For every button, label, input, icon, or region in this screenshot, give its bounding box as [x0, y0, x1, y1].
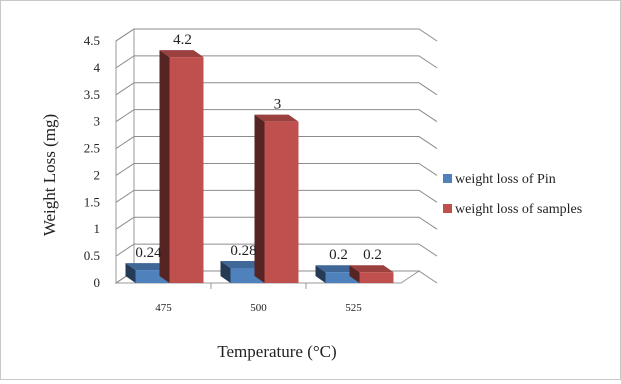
gridline	[115, 28, 438, 42]
data-label: 0.28	[230, 243, 256, 259]
x-tick-label: 475	[155, 302, 172, 314]
y-tick-label: 0.5	[84, 248, 100, 263]
legend-label: weight loss of samples	[455, 202, 582, 217]
legend-swatch	[443, 204, 452, 213]
y-tick-label: 2	[94, 167, 101, 182]
data-label: 0.24	[135, 245, 162, 261]
x-tick-label: 500	[250, 302, 267, 314]
bar-samples-475	[159, 50, 204, 284]
legend-item: weight loss of samples	[443, 202, 582, 217]
bar-samples-500	[254, 114, 299, 284]
data-labels: 0.24 4.2 0.28 3 0.2 0.2	[135, 32, 382, 263]
legend-label: weight loss of Pin	[455, 172, 556, 187]
legend-swatch	[443, 174, 452, 183]
y-axis-label: Weight Loss (mg)	[40, 114, 59, 236]
bar-pin-525	[315, 265, 360, 283]
data-label: 0.2	[329, 247, 348, 263]
side-wall	[115, 28, 135, 284]
x-tick-label: 525	[345, 302, 362, 314]
y-tick-label: 1	[94, 221, 101, 236]
y-tick-label: 3	[94, 114, 101, 129]
gridline	[115, 55, 438, 69]
y-tick-label: 4.5	[84, 33, 100, 48]
data-label: 3	[274, 97, 282, 113]
x-axis-label: Temperature (°C)	[217, 342, 336, 361]
x-axis-ticks: 475 500 525	[155, 302, 362, 314]
y-tick-label: 1.5	[84, 194, 100, 209]
y-tick-label: 3.5	[84, 87, 100, 102]
y-axis-ticks: 0 0.5 1 1.5 2 2.5 3 3.5 4 4.5	[84, 33, 101, 290]
bar-samples-525	[349, 265, 394, 283]
bar-pin-475	[125, 263, 170, 283]
data-label: 4.2	[173, 32, 192, 48]
bars	[125, 50, 394, 284]
y-tick-label: 2.5	[84, 141, 100, 156]
gridline	[115, 82, 438, 96]
legend: weight loss of Pin weight loss of samples	[443, 172, 582, 217]
data-label: 0.2	[363, 247, 382, 263]
legend-item: weight loss of Pin	[443, 172, 556, 187]
y-tick-label: 4	[94, 60, 101, 75]
y-tick-label: 0	[94, 275, 101, 290]
gridline	[115, 109, 438, 123]
